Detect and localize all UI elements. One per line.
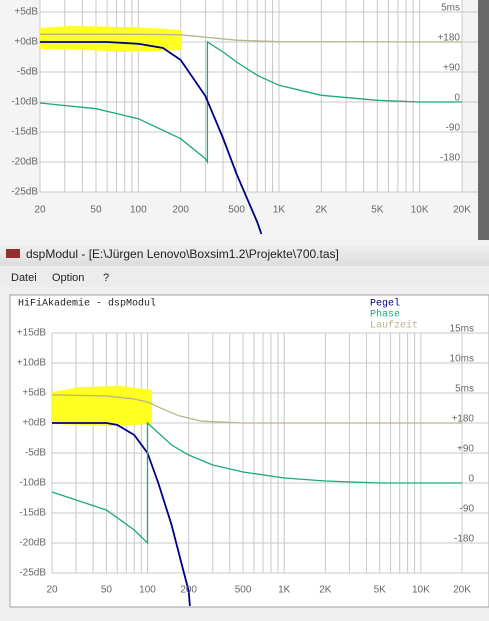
menu-item[interactable]: ?	[103, 272, 109, 284]
x-tick-label: 5K	[371, 205, 384, 216]
x-tick-label: 50	[90, 205, 102, 216]
y-tick-label: -20dB	[11, 157, 38, 168]
y-tick-label: -5dB	[25, 448, 46, 459]
y-tick-label: -25dB	[11, 187, 38, 198]
x-tick-label: 20	[46, 585, 58, 596]
window-title: dspModul - [E:\Jürgen Lenovo\Boxsim1.2\P…	[26, 247, 339, 261]
x-tick-label: 10K	[412, 585, 430, 596]
x-tick-label: 1K	[278, 585, 291, 596]
menu-item[interactable]: Datei	[11, 272, 37, 284]
chart-title: HiFiAkademie - dspModul	[18, 298, 156, 310]
x-tick-label: 2K	[315, 205, 328, 216]
x-tick-label: 5K	[374, 585, 387, 596]
y-tick-label: +5dB	[14, 7, 38, 18]
series-line	[39, 40, 462, 165]
app-icon	[6, 249, 20, 258]
y-tick-label: -20dB	[19, 538, 46, 549]
y3-tick-label: 5ms	[441, 3, 460, 14]
y-tick-label: +10dB	[17, 358, 47, 369]
y2-tick-label: +90	[457, 444, 474, 455]
menu-bar	[0, 267, 489, 287]
x-tick-label: 50	[101, 585, 113, 596]
x-tick-label: 500	[228, 205, 245, 216]
y2-tick-label: 0	[454, 93, 460, 104]
series-line	[40, 41, 263, 235]
y2-tick-label: +90	[443, 63, 460, 74]
y-tick-label: -10dB	[11, 97, 38, 108]
legend-entry: Phase	[370, 309, 400, 321]
x-tick-label: 200	[172, 205, 189, 216]
series-line	[51, 394, 462, 424]
x-tick-label: 200	[180, 585, 197, 596]
y-tick-label: +0dB	[22, 418, 46, 429]
chart-panel	[9, 294, 489, 608]
y-tick-label: -15dB	[11, 127, 38, 138]
x-tick-label: 20	[34, 205, 46, 216]
legend-entry: Pegel	[370, 298, 400, 310]
y2-tick-label: -180	[440, 153, 460, 164]
y2-tick-label: 0	[468, 474, 474, 485]
series-line	[52, 422, 191, 606]
x-tick-label: 20K	[453, 585, 471, 596]
y-tick-label: +5dB	[22, 388, 46, 399]
y2-tick-label: -90	[460, 504, 475, 515]
y2-tick-label: -90	[446, 123, 461, 134]
y2-tick-label: -180	[454, 534, 474, 545]
menu-item[interactable]: Option	[52, 272, 84, 284]
y-tick-label: -15dB	[19, 508, 46, 519]
x-tick-label: 1K	[273, 205, 286, 216]
y3-tick-label: 15ms	[450, 324, 474, 335]
y-tick-label: +15dB	[17, 328, 47, 339]
series-line	[40, 33, 463, 43]
y2-tick-label: +180	[437, 33, 460, 44]
legend-entry: Laufzeit	[370, 320, 418, 332]
x-tick-label: 2K	[319, 585, 332, 596]
x-tick-label: 100	[130, 205, 147, 216]
x-tick-label: 10K	[411, 205, 429, 216]
title-bar	[0, 242, 489, 266]
y-tick-label: -25dB	[19, 568, 46, 579]
series-line	[51, 421, 462, 545]
y-tick-label: +0dB	[14, 37, 38, 48]
y-tick-label: -10dB	[19, 478, 46, 489]
y2-tick-label: +180	[451, 414, 474, 425]
x-tick-label: 100	[139, 585, 156, 596]
y3-tick-label: 10ms	[450, 354, 474, 365]
x-tick-label: 500	[235, 585, 252, 596]
y-tick-label: -5dB	[17, 67, 38, 78]
window-edge	[478, 0, 489, 240]
y3-tick-label: 5ms	[455, 384, 474, 395]
highlight	[52, 386, 152, 426]
x-tick-label: 20K	[453, 205, 471, 216]
